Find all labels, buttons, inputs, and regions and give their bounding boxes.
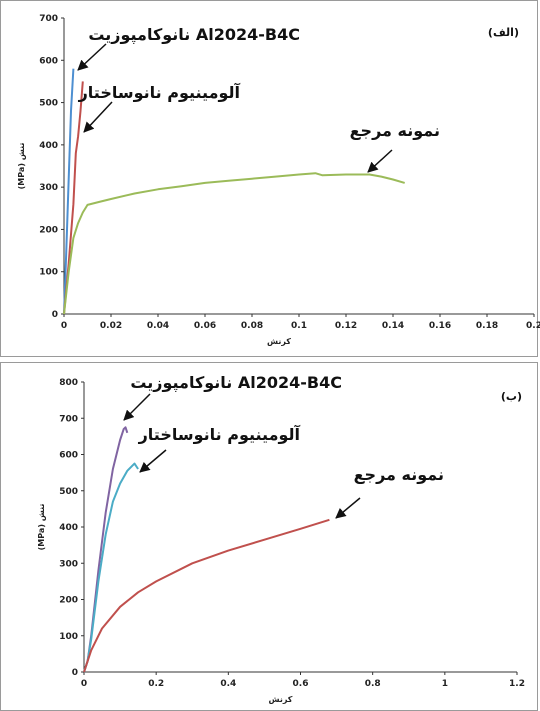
y-tick-label: 500 [59, 487, 78, 497]
annotation-arrow [77, 43, 107, 71]
y-tick-label: 400 [59, 523, 78, 533]
y-axis-title: (MPa) تنش [17, 143, 27, 190]
y-tick-label: 300 [59, 559, 78, 569]
x-tick-label: 0 [61, 321, 67, 331]
series-annotation-label: نانوکامپوزیت Al2024-B4C [130, 373, 342, 393]
x-tick-label: 0.2 [148, 679, 164, 689]
series-annotation-label: آلومینیوم نانوساختار [138, 424, 301, 444]
x-tick-label: 0.1 [291, 321, 307, 331]
annotation-arrow [83, 101, 113, 133]
x-tick-label: 0.04 [147, 321, 169, 331]
x-axis-title: کرنش [267, 337, 291, 347]
x-tick-label: 0.18 [476, 321, 498, 331]
y-tick-label: 400 [39, 141, 58, 151]
series-line [83, 518, 330, 673]
x-tick-label: 0.16 [429, 321, 451, 331]
series-line [83, 426, 129, 673]
x-tick-label: 0 [81, 679, 87, 689]
y-tick-label: 100 [59, 632, 78, 642]
series-annotation-label: نمونه مرجع [350, 121, 440, 140]
chart-a-svg: 0 100 200 300 400 500 600 700 0 0.02 0.04 0.06 0.08 0… [17, 14, 540, 347]
x-tick-label: 0.12 [335, 321, 357, 331]
y-tick-label: 600 [39, 56, 58, 66]
x-tick-label: 0.14 [382, 321, 404, 331]
series-annotation-label: نمونه مرجع [354, 465, 444, 484]
x-tick-label: 0.8 [365, 679, 381, 689]
x-axis-title: کرنش [269, 695, 293, 705]
y-tick-label: 0 [52, 310, 58, 320]
y-tick-label: 0 [72, 668, 78, 678]
series-line [63, 68, 75, 315]
y-tick-label: 100 [39, 268, 58, 278]
x-tick-label: 0.4 [220, 679, 236, 689]
series-line [83, 462, 139, 673]
chart-panel-a: 0 100 200 300 400 500 600 700 0 0.02 0.04 0.06 0.08 0… [0, 0, 540, 357]
x-tick-label: 1.2 [509, 679, 525, 689]
y-tick-label: 200 [59, 596, 78, 606]
x-tick-label: 0.02 [100, 321, 122, 331]
y-tick-label: 600 [59, 451, 78, 461]
panel-label: (ب) [501, 390, 522, 403]
annotation-arrow [123, 393, 151, 421]
x-tick-label: 0.6 [293, 679, 309, 689]
chart-frame-a [0, 0, 538, 357]
y-tick-label: 500 [39, 99, 58, 109]
chart-b-svg: 0 100 200 300 400 500 600 700 800 0 0.2 0.4 0.6 0.8 1 1… [37, 373, 525, 705]
x-tick-label: 0.2 [526, 321, 540, 331]
annotation-arrow [335, 497, 361, 519]
y-tick-label: 200 [39, 225, 58, 235]
x-tick-label: 0.08 [241, 321, 263, 331]
x-tick-label: 0.06 [194, 321, 216, 331]
series-line [63, 172, 405, 315]
annotation-arrow [367, 149, 393, 173]
y-tick-label: 700 [39, 14, 58, 24]
x-tick-label: 1 [442, 679, 448, 689]
chart-panel-b: 0 100 200 300 400 500 600 700 800 0 0.2 0.4 0.6 0.8 1 1… [0, 362, 540, 711]
series-annotation-label: آلومینیوم نانوساختار [78, 82, 241, 102]
y-axis-title: (MPa) تنش [37, 504, 47, 551]
series-line [63, 81, 84, 315]
y-tick-label: 700 [59, 414, 78, 424]
y-tick-label: 800 [59, 378, 78, 388]
series-annotation-label: نانوکامپوزیت Al2024-B4C [88, 25, 300, 45]
panel-label: (الف) [488, 26, 519, 39]
annotation-arrow [139, 449, 167, 473]
y-tick-label: 300 [39, 183, 58, 193]
